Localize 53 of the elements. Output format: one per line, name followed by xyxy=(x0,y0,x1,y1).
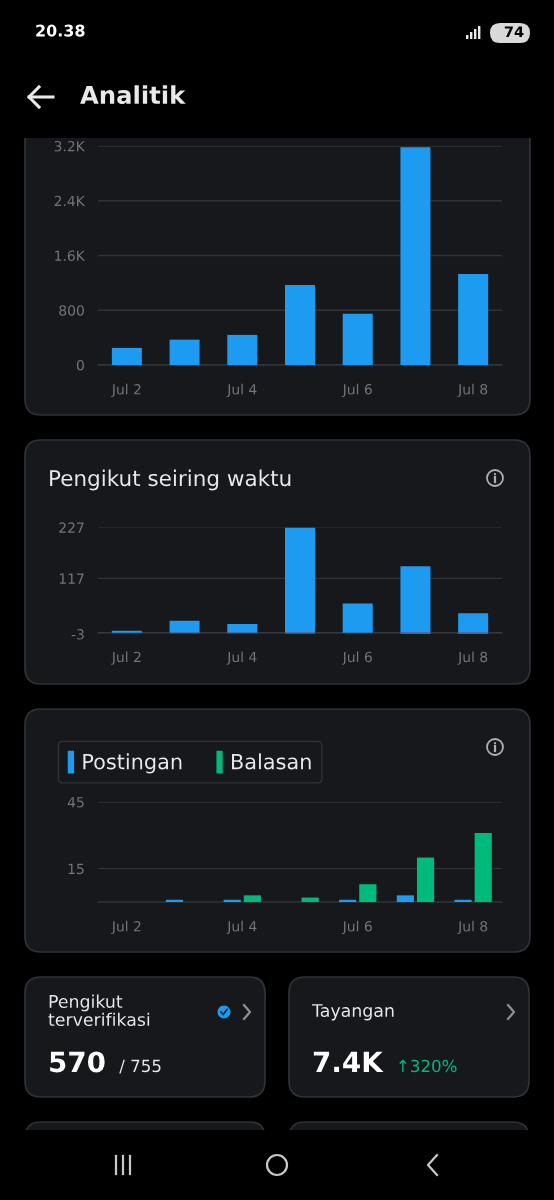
bar xyxy=(169,620,200,633)
bar xyxy=(169,339,200,365)
bar xyxy=(111,347,142,365)
bar xyxy=(400,147,431,365)
y-tick-label: 2.4K xyxy=(54,195,86,207)
bar xyxy=(458,613,489,633)
text: ↑320% xyxy=(399,1059,457,1073)
bar xyxy=(342,313,373,365)
bar xyxy=(416,857,435,902)
text: 20.38 xyxy=(36,24,85,37)
bar xyxy=(458,273,489,365)
y-tick-label: 800 xyxy=(59,305,84,316)
x-tick-label: Jul 2 xyxy=(111,383,141,398)
x-tick-label: Jul 2 xyxy=(111,920,141,935)
x-tick-label: Jul 8 xyxy=(457,651,488,665)
text: / 755 xyxy=(119,1059,161,1074)
y-tick-label: 15 xyxy=(68,863,84,875)
x-tick-label: Jul 6 xyxy=(341,651,372,665)
bar xyxy=(342,603,373,633)
y-tick-label: 3.2K xyxy=(54,140,86,152)
y-tick-label: 0 xyxy=(76,359,84,371)
x-tick-label: Jul 8 xyxy=(457,383,488,398)
chart-title: Pengikut seiring waktu xyxy=(50,469,291,491)
text: 570 xyxy=(50,1051,105,1073)
bar xyxy=(227,334,258,365)
y-tick-label: 1.6K xyxy=(55,250,86,261)
bar xyxy=(454,899,472,902)
x-tick-label: Jul 4 xyxy=(226,383,257,398)
text: Tayangan xyxy=(311,1004,394,1021)
y-tick-label: 45 xyxy=(67,797,84,808)
text: 7.4K xyxy=(313,1051,384,1072)
bar xyxy=(284,284,316,365)
y-tick-label: 117 xyxy=(59,573,84,584)
legend-label: Postingan xyxy=(83,753,182,774)
bar xyxy=(359,884,377,902)
bar xyxy=(284,527,316,633)
x-tick-label: Jul 6 xyxy=(341,383,372,398)
x-tick-label: Jul 4 xyxy=(226,651,257,665)
x-tick-label: Jul 4 xyxy=(226,920,257,935)
bar xyxy=(396,895,414,902)
text: 74 xyxy=(504,26,524,38)
text: Pengikut terverifikasi xyxy=(48,994,150,1027)
legend-label: Balasan xyxy=(232,753,311,770)
y-tick-label: 227 xyxy=(59,522,84,533)
bar xyxy=(243,895,261,902)
y-tick-label: -3 xyxy=(71,629,84,640)
x-tick-label: Jul 8 xyxy=(457,920,488,935)
text: Analitik xyxy=(80,85,186,105)
x-tick-label: Jul 6 xyxy=(341,920,372,935)
x-tick-label: Jul 2 xyxy=(111,651,141,665)
bar xyxy=(474,833,492,902)
bar xyxy=(227,623,258,633)
bar xyxy=(400,566,431,633)
